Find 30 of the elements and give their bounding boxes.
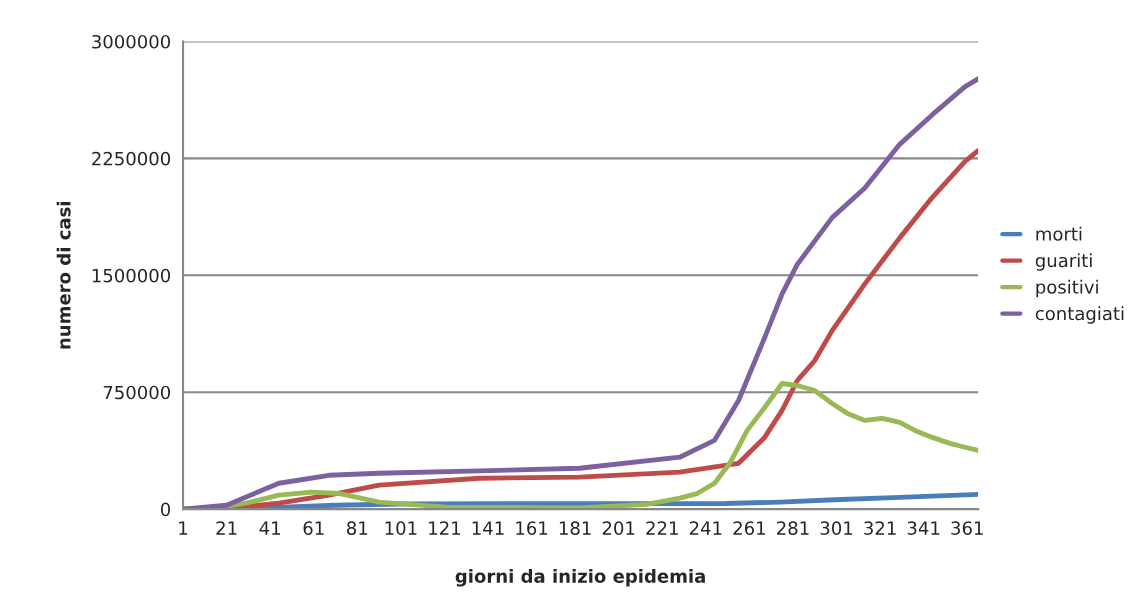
x-tick-label: 141	[472, 521, 504, 535]
y-tick-label: 750000	[103, 385, 171, 400]
x-tick-label: 121	[429, 521, 460, 535]
legend-label: morti	[1036, 226, 1082, 241]
x-tick-label: 321	[864, 521, 896, 535]
legend-label: guariti	[1035, 253, 1092, 271]
x-tick-label: 301	[820, 521, 853, 535]
x-tick-label: 1	[179, 521, 188, 535]
legend-label: positivi	[1036, 279, 1098, 298]
x-tick-label: 61	[303, 521, 324, 535]
x-tick-label: 161	[516, 521, 548, 535]
x-tick-label: 361	[951, 521, 983, 535]
y-axis-title: numero di casi	[56, 202, 71, 349]
x-tick-label: 21	[216, 521, 237, 535]
x-tick-label: 101	[385, 521, 417, 535]
x-tick-label: 281	[777, 521, 809, 535]
x-tick-label: 41	[259, 521, 280, 535]
legend-label: contagiati	[1035, 306, 1124, 324]
x-tick-label: 221	[646, 521, 678, 535]
x-tick-label: 341	[907, 521, 940, 535]
x-tick-label: 261	[733, 521, 765, 535]
x-axis-title: giorni da inizio epidemia	[455, 568, 705, 587]
x-tick-label: 81	[347, 521, 368, 535]
y-tick-label: 3000000	[92, 34, 171, 49]
y-tick-label: 0	[160, 502, 171, 517]
y-tick-label: 1500000	[92, 268, 171, 283]
x-tick-label: 241	[689, 521, 722, 535]
y-tick-label: 2250000	[92, 151, 171, 166]
x-tick-label: 201	[602, 521, 635, 535]
x-tick-label: 181	[559, 521, 591, 535]
